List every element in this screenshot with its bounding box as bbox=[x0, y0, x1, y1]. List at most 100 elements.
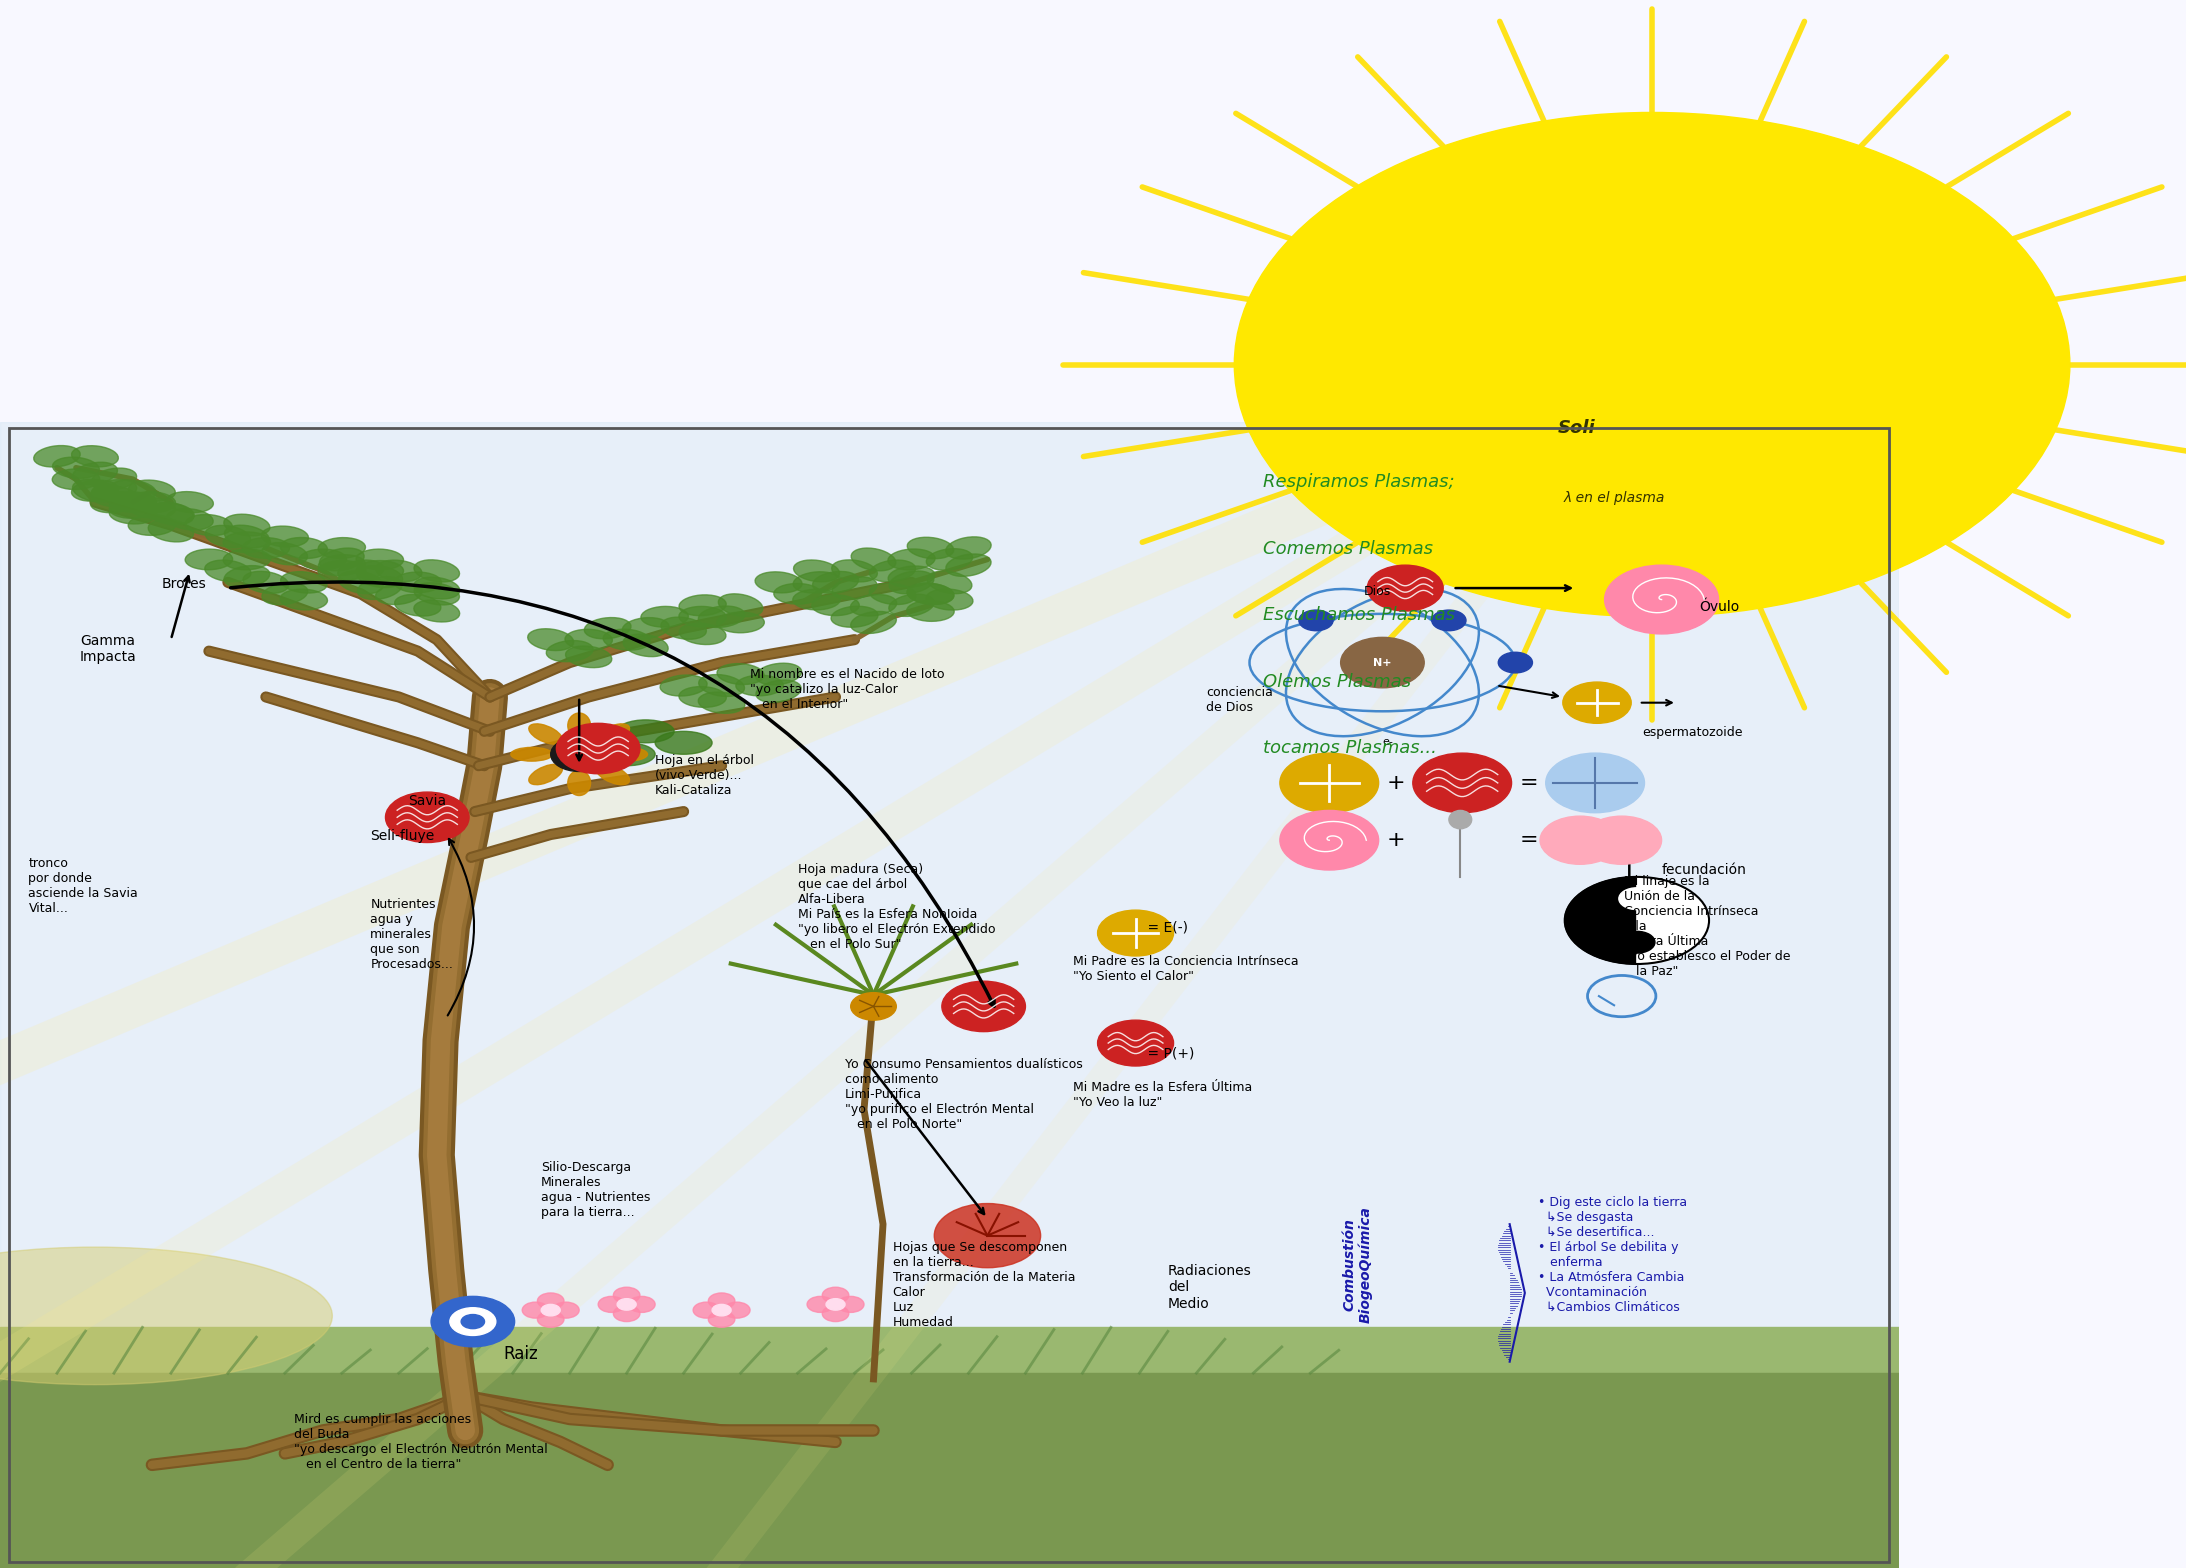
Ellipse shape bbox=[680, 605, 726, 627]
Text: N+: N+ bbox=[1373, 657, 1392, 668]
Circle shape bbox=[431, 1297, 514, 1347]
Ellipse shape bbox=[697, 607, 745, 627]
Ellipse shape bbox=[623, 635, 669, 655]
Circle shape bbox=[385, 792, 470, 842]
Ellipse shape bbox=[597, 764, 630, 784]
Ellipse shape bbox=[621, 618, 669, 638]
Ellipse shape bbox=[223, 514, 271, 535]
Circle shape bbox=[693, 1301, 719, 1319]
Ellipse shape bbox=[850, 549, 896, 571]
Circle shape bbox=[1541, 817, 1620, 864]
Ellipse shape bbox=[603, 629, 649, 651]
Text: =: = bbox=[1519, 829, 1539, 850]
Circle shape bbox=[1497, 652, 1532, 673]
Ellipse shape bbox=[907, 583, 953, 605]
Ellipse shape bbox=[356, 566, 402, 588]
Ellipse shape bbox=[599, 743, 656, 765]
Ellipse shape bbox=[109, 502, 155, 525]
Ellipse shape bbox=[90, 480, 138, 502]
Ellipse shape bbox=[907, 583, 953, 604]
Ellipse shape bbox=[243, 538, 289, 558]
Ellipse shape bbox=[356, 577, 402, 599]
Bar bbox=[0, 1374, 1900, 1568]
Ellipse shape bbox=[927, 549, 973, 571]
Ellipse shape bbox=[717, 663, 765, 684]
Circle shape bbox=[837, 1297, 863, 1312]
Ellipse shape bbox=[243, 571, 289, 594]
Circle shape bbox=[557, 723, 640, 773]
Ellipse shape bbox=[680, 685, 726, 707]
Ellipse shape bbox=[129, 497, 175, 519]
Ellipse shape bbox=[584, 618, 632, 638]
Text: Dios: Dios bbox=[1364, 585, 1390, 597]
Ellipse shape bbox=[92, 486, 138, 508]
Text: = P(+): = P(+) bbox=[1130, 1046, 1194, 1060]
Ellipse shape bbox=[656, 731, 713, 754]
Ellipse shape bbox=[597, 724, 630, 745]
Ellipse shape bbox=[888, 566, 933, 588]
Text: Respiramos Plasmas;: Respiramos Plasmas; bbox=[1264, 474, 1454, 491]
Ellipse shape bbox=[337, 561, 385, 582]
Text: Silio-Descarga
Minerales
agua - Nutrientes
para la tierra...: Silio-Descarga Minerales agua - Nutrient… bbox=[542, 1162, 651, 1220]
Ellipse shape bbox=[319, 554, 365, 575]
Ellipse shape bbox=[186, 549, 232, 571]
Circle shape bbox=[1583, 817, 1661, 864]
Text: tronco
por donde
asciende la Savia
Vital...: tronco por donde asciende la Savia Vital… bbox=[28, 858, 138, 916]
Circle shape bbox=[542, 1305, 560, 1316]
Circle shape bbox=[461, 1314, 485, 1328]
Ellipse shape bbox=[129, 491, 175, 513]
Ellipse shape bbox=[33, 445, 81, 467]
Ellipse shape bbox=[756, 663, 802, 685]
Ellipse shape bbox=[166, 492, 214, 513]
Text: e-: e- bbox=[1382, 737, 1392, 746]
Text: Mird es cumplir las acciones
del Buda
"yo descargo el Electrón Neutrón Mental
  : Mird es cumplir las acciones del Buda "y… bbox=[295, 1413, 549, 1471]
Circle shape bbox=[614, 1287, 640, 1303]
Ellipse shape bbox=[186, 514, 232, 535]
Text: conciencia
de Dios: conciencia de Dios bbox=[1207, 685, 1272, 713]
Ellipse shape bbox=[92, 491, 138, 513]
Ellipse shape bbox=[109, 480, 157, 502]
Wedge shape bbox=[1637, 877, 1709, 964]
Circle shape bbox=[1605, 564, 1718, 633]
Circle shape bbox=[1563, 682, 1631, 723]
Text: Comemos Plasmas: Comemos Plasmas bbox=[1264, 539, 1432, 558]
Ellipse shape bbox=[337, 572, 385, 593]
Ellipse shape bbox=[319, 549, 365, 569]
Circle shape bbox=[551, 737, 608, 771]
Text: Mi nombre es el Nacido de loto
"yo catalizo la luz-Calor
   en el Interior": Mi nombre es el Nacido de loto "yo catal… bbox=[750, 668, 944, 712]
Circle shape bbox=[933, 1204, 1041, 1267]
Text: Hoja en el árbol
(vivo-Verde)...
Kali-Cataliza: Hoja en el árbol (vivo-Verde)... Kali-Ca… bbox=[656, 754, 754, 797]
Text: Hojas que Se descomponen
en la tierra...
Transformación de la Materia
Calor
Luz
: Hojas que Se descomponen en la tierra...… bbox=[892, 1242, 1076, 1330]
Text: ⊕: ⊕ bbox=[573, 746, 586, 762]
Circle shape bbox=[850, 993, 896, 1021]
Text: Brotes: Brotes bbox=[162, 577, 205, 591]
Ellipse shape bbox=[798, 681, 1102, 737]
Ellipse shape bbox=[72, 463, 118, 485]
Circle shape bbox=[1412, 753, 1511, 812]
Circle shape bbox=[1097, 909, 1174, 956]
Circle shape bbox=[713, 1305, 730, 1316]
Ellipse shape bbox=[680, 594, 726, 616]
Ellipse shape bbox=[888, 572, 936, 593]
Ellipse shape bbox=[376, 560, 422, 582]
Text: Seli-fluye: Seli-fluye bbox=[369, 829, 435, 842]
Ellipse shape bbox=[413, 601, 459, 622]
Ellipse shape bbox=[413, 577, 459, 599]
Ellipse shape bbox=[109, 497, 155, 519]
Circle shape bbox=[708, 1294, 734, 1309]
Ellipse shape bbox=[223, 527, 271, 547]
Ellipse shape bbox=[146, 503, 195, 524]
Text: Olemos Plasmas: Olemos Plasmas bbox=[1264, 673, 1410, 691]
Text: Combustión
BiogeoQuímica: Combustión BiogeoQuímica bbox=[1342, 1206, 1373, 1323]
Ellipse shape bbox=[566, 646, 612, 668]
Ellipse shape bbox=[870, 560, 916, 582]
Ellipse shape bbox=[129, 480, 175, 502]
Ellipse shape bbox=[514, 646, 931, 726]
Circle shape bbox=[630, 1297, 656, 1312]
Wedge shape bbox=[1565, 877, 1637, 964]
Ellipse shape bbox=[529, 724, 562, 745]
Ellipse shape bbox=[680, 622, 726, 644]
Ellipse shape bbox=[907, 599, 953, 622]
Text: Nutrientes
agua y
minerales
que son
Procesados...: Nutrientes agua y minerales que son Proc… bbox=[369, 897, 453, 971]
Text: Escuchamos Plasmas: Escuchamos Plasmas bbox=[1264, 607, 1456, 624]
